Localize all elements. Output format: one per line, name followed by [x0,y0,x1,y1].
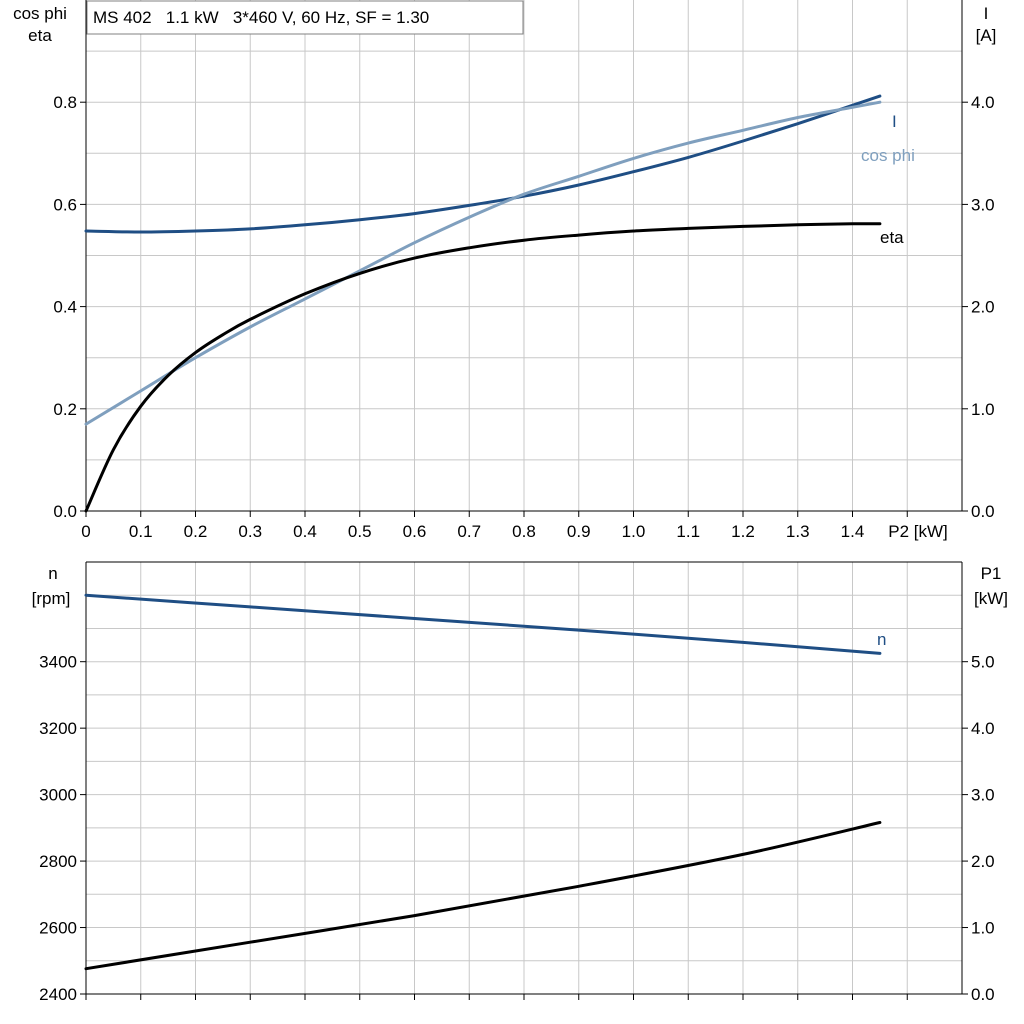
right-tick-label: 0.0 [971,985,995,1004]
x-tick-label: 0.9 [567,522,591,541]
series-label-cos-phi: cos phi [861,146,915,165]
right-tick-label: 1.0 [971,919,995,938]
x-tick-label: 0.2 [184,522,208,541]
x-tick-label: 1.4 [841,522,865,541]
x-tick-label: 0.3 [238,522,262,541]
x-tick-label: 0.1 [129,522,153,541]
x-tick-label: 1.3 [786,522,810,541]
right-tick-label: 4.0 [971,93,995,112]
x-tick-label: 0.8 [512,522,536,541]
bottom-left-axis-label-line2: [rpm] [32,589,71,608]
left-tick-label: 0.4 [53,298,77,317]
left-tick-label: 3200 [39,719,77,738]
x-tick-label: 0.6 [403,522,427,541]
left-tick-label: 0.8 [53,93,77,112]
x-axis-label: P2 [kW] [888,522,948,541]
right-tick-label: 4.0 [971,719,995,738]
chart-title: MS 402 1.1 kW 3*460 V, 60 Hz, SF = 1.30 [93,8,429,27]
right-tick-label: 0.0 [971,502,995,521]
right-tick-label: 1.0 [971,400,995,419]
x-tick-label: 0 [81,522,90,541]
left-tick-label: 2400 [39,985,77,1004]
series-label-n: n [877,630,886,649]
series-line-cos-phi [84,100,882,426]
x-tick-label: 1.2 [731,522,755,541]
series-line-eta [84,222,882,513]
left-tick-label: 2800 [39,852,77,871]
left-tick-label: 3000 [39,786,77,805]
right-tick-label: 2.0 [971,852,995,871]
title-box [86,0,524,35]
x-tick-label: 1.0 [622,522,646,541]
right-tick-label: 3.0 [971,195,995,214]
x-tick-label: 1.1 [676,522,700,541]
right-tick-label: 2.0 [971,298,995,317]
top-left-axis-label-line2: eta [28,26,52,45]
series-line-i [84,94,882,234]
bottom-left-axis-label-line1: n [48,564,57,583]
series-line-n [84,593,882,655]
top-right-axis-label-line1: I [984,4,989,23]
top-right-axis-label-line2: [A] [976,26,997,45]
series-line-p1 [84,821,882,971]
bottom-right-axis-label-line2: [kW] [974,589,1008,608]
left-tick-label: 3400 [39,653,77,672]
left-tick-label: 0.2 [53,400,77,419]
left-tick-label: 0.0 [53,502,77,521]
x-tick-label: 0.5 [348,522,372,541]
series-label-I: I [892,112,897,131]
top-left-axis-label-line1: cos phi [13,4,67,23]
left-tick-label: 0.6 [53,195,77,214]
right-tick-label: 3.0 [971,786,995,805]
left-tick-label: 2600 [39,919,77,938]
x-tick-label: 0.4 [293,522,317,541]
x-tick-label: 0.7 [457,522,481,541]
bottom-right-axis-label-line1: P1 [981,564,1002,583]
right-tick-label: 5.0 [971,653,995,672]
series-label-eta: eta [880,228,904,247]
